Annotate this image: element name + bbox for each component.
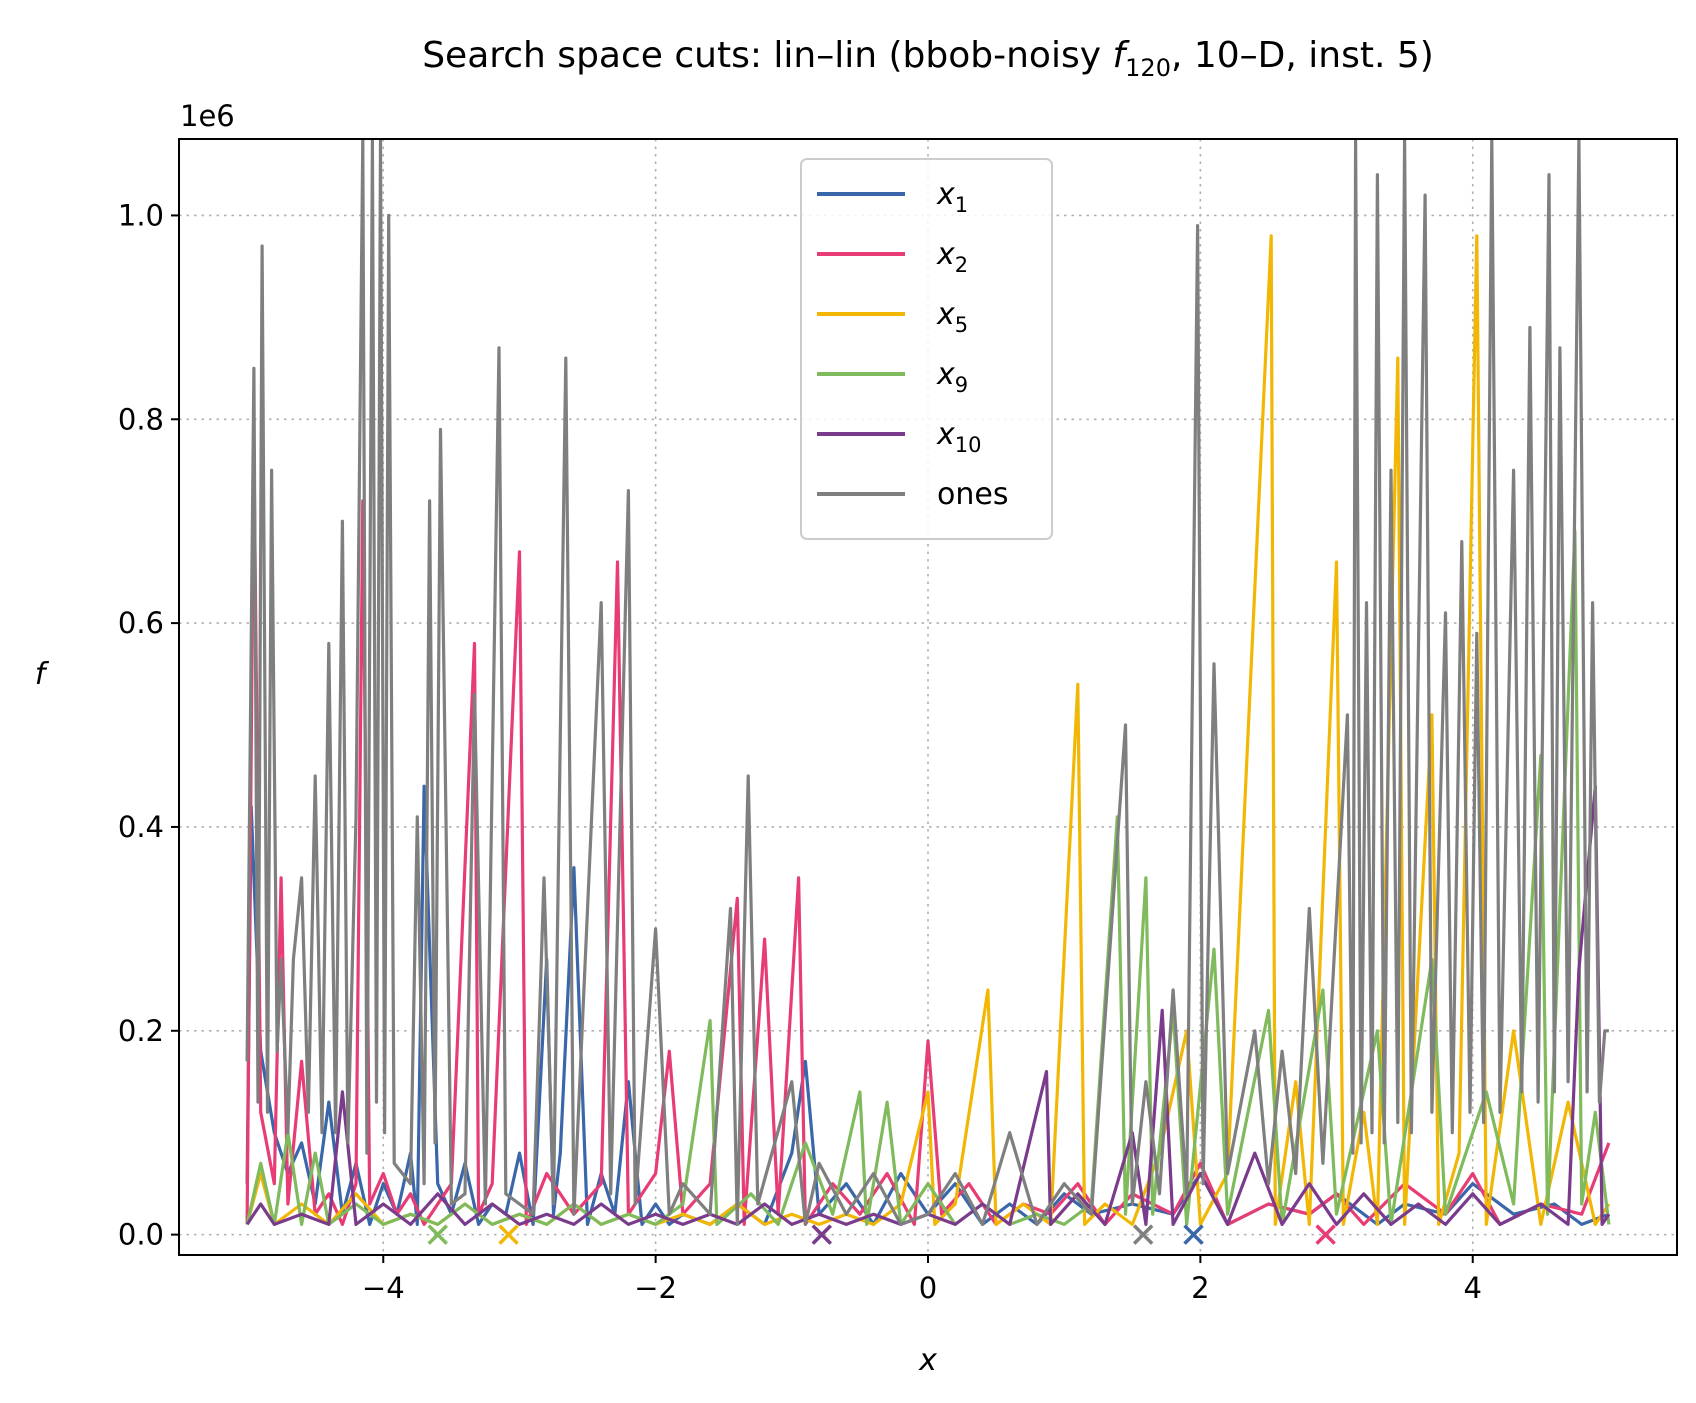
y-tick-label: 1.0: [118, 198, 164, 232]
x-axis: −4 −2 0 2 4: [362, 1255, 1482, 1305]
legend-entry: x9: [817, 357, 968, 397]
legend-entry: x2: [817, 237, 968, 277]
optimum-marker: [498, 1224, 519, 1245]
x-axis-label: x: [918, 1343, 937, 1378]
legend-label: x2: [936, 237, 968, 277]
legend-label: x1: [936, 177, 968, 217]
legend-label: x5: [936, 297, 968, 337]
optimum-marker: [1132, 1224, 1154, 1245]
series-line-ones: [245, 139, 1609, 1226]
y-tick-label: 0.0: [118, 1218, 164, 1252]
chart-title: Search space cuts: lin–lin (bbob-noisy f…: [422, 35, 1434, 82]
optimum-marker: [811, 1224, 833, 1245]
x-tick-label: −2: [634, 1271, 677, 1305]
legend: x1 x2 x5 x9 x10 ones: [800, 158, 1053, 540]
y-tick-label: 0.8: [118, 402, 164, 436]
legend-entry: x1: [817, 177, 968, 217]
y-offset-label: 1e6: [180, 99, 235, 133]
series-line-x2: [245, 438, 1611, 1226]
legend-label: x9: [936, 357, 968, 397]
series-layer: [245, 139, 1611, 1226]
y-tick-label: 0.4: [118, 810, 164, 844]
y-tick-label: 0.6: [118, 606, 164, 640]
optimum-marker: [427, 1224, 448, 1245]
legend-label: x10: [936, 417, 982, 457]
x-tick-label: −4: [362, 1271, 405, 1305]
x-tick-label: 0: [919, 1271, 937, 1305]
optimum-marker: [1315, 1224, 1336, 1245]
legend-entry: x5: [817, 297, 968, 337]
y-axis: 0.0 0.2 0.4 0.6 0.8 1.0: [118, 198, 179, 1252]
optimum-markers: [427, 1224, 1336, 1245]
y-tick-label: 0.2: [118, 1014, 164, 1048]
series-line-x10: [245, 784, 1611, 1226]
x-tick-label: 2: [1191, 1271, 1209, 1305]
x-tick-label: 4: [1464, 1271, 1482, 1305]
legend-entry: ones: [817, 477, 1008, 512]
legend-label: ones: [937, 477, 1008, 512]
optimum-marker: [1183, 1224, 1204, 1245]
legend-box: [800, 158, 1053, 540]
legend-entry: x10: [817, 417, 982, 457]
